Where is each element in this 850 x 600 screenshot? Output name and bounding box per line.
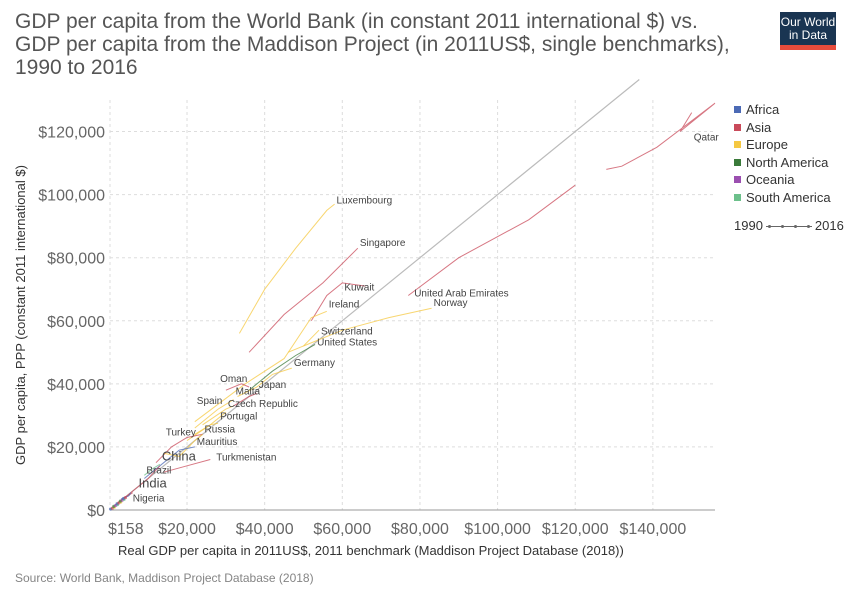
country-label-kuwait: Kuwait (344, 282, 374, 293)
country-label-united-states: United States (317, 338, 377, 349)
legend-label: Europe (746, 137, 788, 153)
timeline-start-label: 1990 (734, 218, 763, 233)
trajectory-brazil (143, 463, 161, 476)
x-tick-label: $80,000 (391, 521, 449, 538)
y-tick-label: $100,000 (38, 188, 105, 205)
legend-item-africa[interactable]: Africa (734, 101, 831, 119)
region-legend: Africa Asia Europe North America Oceania Sout… (734, 101, 831, 206)
trajectory-portugal (194, 422, 219, 435)
legend-item-south-america[interactable]: South America (734, 189, 831, 207)
trajectory-ireland (194, 310, 327, 423)
country-label-singapore: Singapore (360, 238, 406, 249)
country-label-germany: Germany (294, 358, 335, 369)
logo-line-2: in Data (788, 28, 828, 42)
country-label-nigeria: Nigeria (133, 494, 165, 505)
trajectory-united-arab-emirates (408, 184, 576, 296)
trajectory-luxembourg (238, 203, 335, 334)
country-label-switzerland: Switzerland (321, 327, 373, 338)
y-tick-label: $40,000 (47, 377, 105, 394)
legend-item-north-america[interactable]: North America (734, 154, 831, 172)
chart-title: GDP per capita from the World Bank (in c… (15, 10, 745, 79)
legend-swatch (734, 193, 741, 201)
trajectory-switzerland (287, 329, 320, 353)
country-label-spain: Spain (197, 396, 223, 407)
y-tick-label: $60,000 (47, 314, 105, 331)
x-axis-title: Real GDP per capita in 2011US$, 2011 ben… (118, 543, 624, 558)
x-tick-label: $140,000 (620, 521, 687, 538)
trajectory-turkey (155, 433, 203, 464)
country-label-luxembourg: Luxembourg (337, 196, 393, 207)
trajectory-kuwait (310, 282, 366, 322)
trajectory-spain (202, 405, 234, 426)
timeline-legend: 1990 2016 (734, 218, 844, 233)
y-tick-label: $0 (87, 503, 105, 520)
country-label-portugal: Portugal (220, 412, 257, 423)
trajectory-japan (233, 392, 258, 407)
x-tick-label: $120,000 (542, 521, 609, 538)
country-label-japan: Japan (259, 380, 286, 391)
country-label-oman: Oman (220, 374, 247, 385)
trajectory-turkmenistan (163, 459, 211, 473)
trajectory-mauritius (143, 446, 195, 479)
legend-swatch (734, 158, 741, 166)
timeline-arrow-icon (765, 221, 812, 231)
country-label-norway: Norway (434, 298, 468, 309)
legend-label: South America (746, 189, 831, 205)
country-label-turkey: Turkey (166, 427, 196, 438)
x-tick-label: $60,000 (313, 521, 371, 538)
source-note: Source: World Bank, Maddison Project Dat… (15, 571, 314, 585)
legend-item-oceania[interactable]: Oceania (734, 171, 831, 189)
x-tick-label: $100,000 (464, 521, 531, 538)
country-label-china: China (162, 449, 197, 464)
legend-item-europe[interactable]: Europe (734, 136, 831, 154)
y-tick-label: $80,000 (47, 251, 105, 268)
country-label-russia: Russia (205, 424, 236, 435)
country-label-czech-republic: Czech Republic (228, 399, 298, 410)
y-tick-label: $120,000 (38, 125, 105, 142)
legend-item-asia[interactable]: Asia (734, 119, 831, 137)
legend-swatch (734, 176, 741, 184)
legend-label: Oceania (746, 172, 795, 188)
trajectory-germany (237, 367, 292, 397)
trajectory-norway (303, 307, 432, 347)
x-tick-label: $158 (108, 521, 144, 538)
legend-label: Asia (746, 119, 772, 135)
legend-swatch (734, 141, 741, 149)
logo-line-1: Our World (780, 15, 836, 29)
country-label-turkmenistan: Turkmenistan (216, 453, 276, 464)
chart-title-line-3: 1990 to 2016 (15, 56, 138, 79)
chart-title-line-2: GDP per capita from the Maddison Project… (15, 33, 730, 56)
timeline-end-label: 2016 (814, 218, 844, 233)
y-tick-label: $20,000 (47, 440, 105, 457)
country-label-mauritius: Mauritius (197, 437, 238, 448)
legend-swatch (734, 123, 741, 131)
chart-title-line-1: GDP per capita from the World Bank (in c… (15, 10, 698, 33)
legend-swatch (734, 106, 741, 114)
country-label-qatar: Qatar (694, 133, 720, 144)
trajectory-singapore (248, 247, 359, 353)
x-tick-label: $40,000 (236, 521, 294, 538)
diagonal-reference-line (109, 79, 640, 510)
country-label-brazil: Brazil (146, 465, 171, 476)
trajectory-oman (225, 383, 250, 391)
x-tick-label: $20,000 (158, 521, 216, 538)
country-label-india: India (139, 476, 168, 491)
trajectory-united-states (248, 343, 316, 391)
trajectory-malta (194, 399, 234, 429)
country-label-ireland: Ireland (329, 300, 360, 311)
owid-logo[interactable]: Our World in Data (780, 12, 836, 50)
country-label-united-arab-emirates: United Arab Emirates (414, 289, 509, 300)
legend-label: North America (746, 154, 829, 170)
origin-cluster-point (123, 495, 128, 500)
trajectory-qatar (606, 102, 716, 170)
legend-label: Africa (746, 102, 780, 118)
y-axis-title: GDP per capita, PPP (constant 2011 inter… (13, 165, 28, 465)
country-label-malta: Malta (236, 386, 261, 397)
